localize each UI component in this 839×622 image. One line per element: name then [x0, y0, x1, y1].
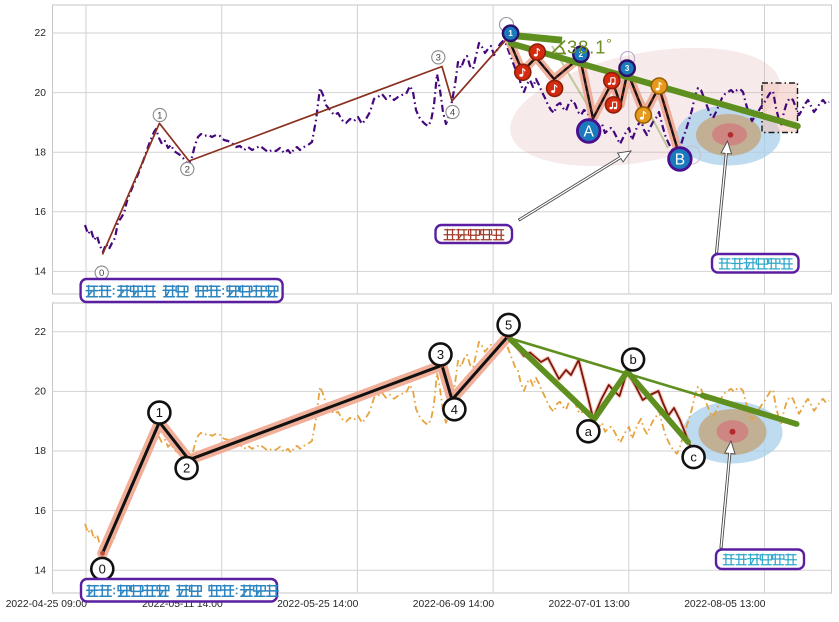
svg-text:5: 5 [505, 317, 512, 332]
svg-text:2: 2 [185, 164, 190, 175]
svg-text:b: b [629, 352, 636, 367]
svg-text:18: 18 [35, 446, 47, 457]
svg-text:20: 20 [35, 387, 47, 398]
svg-text:1: 1 [508, 29, 513, 38]
svg-text:3: 3 [436, 53, 441, 64]
svg-text:2022-06-09 14:00: 2022-06-09 14:00 [413, 599, 495, 610]
svg-text:c: c [690, 450, 697, 465]
svg-text:2: 2 [579, 50, 584, 59]
svg-text:B: B [675, 152, 685, 169]
svg-text:2: 2 [183, 461, 190, 476]
svg-text:14: 14 [35, 267, 47, 278]
svg-text:18: 18 [35, 147, 47, 158]
svg-text:22: 22 [35, 28, 47, 39]
svg-text:4: 4 [451, 402, 458, 417]
svg-text:1: 1 [157, 110, 162, 121]
svg-text:2022-05-11 14:00: 2022-05-11 14:00 [142, 599, 223, 610]
svg-text:2022-08-05 13:00: 2022-08-05 13:00 [684, 599, 766, 610]
svg-text:38.1°: 38.1° [567, 36, 613, 58]
svg-text:3: 3 [437, 347, 444, 362]
svg-text:14: 14 [35, 565, 47, 576]
svg-text:0: 0 [99, 268, 104, 279]
svg-text:0: 0 [99, 561, 106, 576]
svg-text:16: 16 [35, 207, 47, 218]
svg-text:2022-07-01 13:00: 2022-07-01 13:00 [548, 599, 630, 610]
svg-text:A: A [584, 124, 595, 141]
svg-text:4: 4 [450, 107, 455, 118]
svg-text:1: 1 [156, 405, 163, 420]
svg-text:22: 22 [35, 327, 47, 338]
svg-text:3: 3 [625, 64, 630, 73]
svg-text:20: 20 [35, 88, 47, 99]
svg-text:16: 16 [35, 506, 47, 517]
svg-text:2022-04-25 09:00: 2022-04-25 09:00 [6, 599, 88, 610]
svg-text:2022-05-25 14:00: 2022-05-25 14:00 [277, 599, 359, 610]
svg-text:a: a [585, 424, 593, 439]
